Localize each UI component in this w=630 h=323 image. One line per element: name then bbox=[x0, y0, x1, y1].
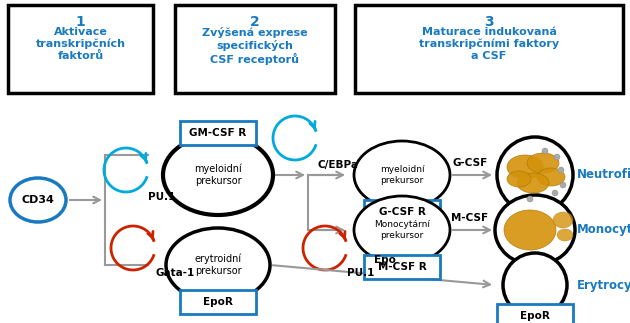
Text: 3: 3 bbox=[484, 15, 494, 29]
Circle shape bbox=[554, 154, 560, 160]
Ellipse shape bbox=[354, 141, 450, 209]
Text: C/EBPa: C/EBPa bbox=[318, 160, 359, 170]
Ellipse shape bbox=[517, 173, 549, 193]
Text: Epo: Epo bbox=[374, 255, 396, 265]
Ellipse shape bbox=[504, 210, 556, 250]
Bar bbox=[8, 5, 153, 93]
FancyBboxPatch shape bbox=[180, 290, 256, 314]
Ellipse shape bbox=[495, 195, 575, 265]
Ellipse shape bbox=[163, 135, 273, 215]
Text: EpoR: EpoR bbox=[203, 297, 233, 307]
Text: Aktivace
transkripčních
faktorů: Aktivace transkripčních faktorů bbox=[35, 27, 125, 61]
Circle shape bbox=[503, 253, 567, 317]
FancyBboxPatch shape bbox=[497, 304, 573, 323]
FancyBboxPatch shape bbox=[364, 255, 440, 279]
Text: Gata-1: Gata-1 bbox=[155, 268, 194, 278]
Ellipse shape bbox=[507, 155, 543, 179]
Text: Zvýšená exprese
specifických
CSF receptorů: Zvýšená exprese specifických CSF recepto… bbox=[202, 27, 308, 65]
Ellipse shape bbox=[507, 171, 531, 187]
Circle shape bbox=[542, 148, 548, 154]
Circle shape bbox=[527, 196, 533, 202]
Text: 1: 1 bbox=[76, 15, 86, 29]
Text: M-CSF R: M-CSF R bbox=[377, 262, 427, 272]
Ellipse shape bbox=[166, 228, 270, 302]
FancyBboxPatch shape bbox=[364, 200, 440, 224]
Text: Monocytární
prekursor: Monocytární prekursor bbox=[374, 220, 430, 240]
Ellipse shape bbox=[10, 178, 66, 222]
Text: Monocyt: Monocyt bbox=[577, 224, 630, 236]
Text: EpoR: EpoR bbox=[520, 311, 550, 321]
Bar bbox=[355, 5, 623, 93]
Text: PU.1: PU.1 bbox=[347, 268, 374, 278]
Ellipse shape bbox=[354, 196, 450, 264]
Text: myeloidní
prekursor: myeloidní prekursor bbox=[380, 165, 425, 185]
Circle shape bbox=[558, 167, 564, 173]
Text: Erytrocyt: Erytrocyt bbox=[577, 278, 630, 291]
Text: G-CSF: G-CSF bbox=[452, 158, 488, 168]
Text: PU.1: PU.1 bbox=[148, 192, 175, 202]
Ellipse shape bbox=[553, 212, 573, 228]
Text: Maturace indukovaná
transkripčními faktory
a CSF: Maturace indukovaná transkripčními fakto… bbox=[419, 27, 559, 61]
FancyBboxPatch shape bbox=[180, 121, 256, 145]
Ellipse shape bbox=[527, 153, 559, 173]
Text: G-CSF R: G-CSF R bbox=[379, 207, 425, 217]
Text: CD34: CD34 bbox=[21, 195, 54, 205]
Bar bbox=[175, 5, 335, 93]
Text: GM-CSF R: GM-CSF R bbox=[190, 128, 246, 138]
Text: 2: 2 bbox=[250, 15, 260, 29]
Circle shape bbox=[552, 190, 558, 196]
Text: M-CSF: M-CSF bbox=[452, 213, 488, 223]
Text: myeloidní
prekursor: myeloidní prekursor bbox=[194, 164, 242, 186]
Ellipse shape bbox=[537, 168, 565, 186]
Text: erytroidní
prekursor: erytroidní prekursor bbox=[195, 254, 241, 276]
Ellipse shape bbox=[557, 229, 573, 241]
Text: Neutrofil: Neutrofil bbox=[577, 169, 630, 182]
Circle shape bbox=[497, 137, 573, 213]
Circle shape bbox=[560, 182, 566, 188]
